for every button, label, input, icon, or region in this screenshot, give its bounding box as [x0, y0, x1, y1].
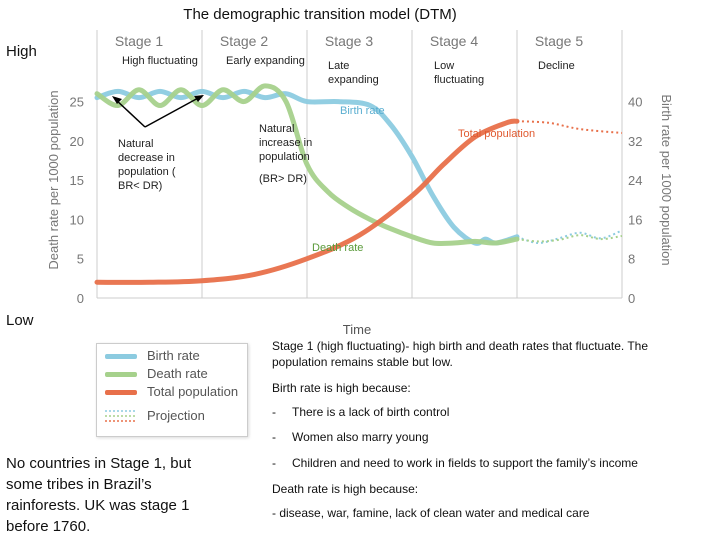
y-tick-right: 16 [628, 212, 642, 227]
y-tick-right: 32 [628, 134, 642, 149]
stage1-examples-note: No countries in Stage 1, but some tribes… [6, 455, 192, 535]
legend-label: Birth rate [147, 348, 200, 363]
series-line-total-population [94, 118, 520, 285]
annotation-low-fluctuating: Low fluctuating [434, 60, 485, 86]
reason-text: Women also marry young [292, 430, 429, 444]
annotation-natural-decrease: Natural decrease in population ( BR< DR) [118, 138, 176, 192]
reason-text: Children and need to work in fields to s… [292, 456, 638, 470]
arrowhead-right [194, 95, 204, 102]
stage1-description: Stage 1 (high fluctuating)- high birth a… [272, 339, 649, 369]
stage-label: Stage 2 [220, 33, 268, 49]
legend-label: Total population [147, 384, 239, 399]
reason-text: There is a lack of birth control [292, 405, 450, 419]
legend-swatch-total-population [105, 390, 137, 395]
annotation-high-fluctuating: High fluctuating [122, 55, 198, 67]
y-axis-label-left: Death rate per 1000 population [46, 90, 61, 269]
annotation-total-population: Total population [458, 128, 536, 140]
y-tick-right: 40 [628, 95, 642, 110]
y-tick-left: 0 [77, 291, 84, 306]
chart-grid [96, 30, 623, 299]
chart-ticks: Stage 1 Stage 2 Stage 3 Stage 4 Stage 5 0 5 10 1… [70, 33, 643, 306]
page-title: The demographic transition model (DTM) [183, 6, 457, 23]
legend-swatch-birth-rate [105, 354, 137, 359]
stage-label: Stage 4 [430, 33, 478, 49]
y-tick-left: 5 [77, 252, 84, 267]
birth-rate-heading: Birth rate is high because: [272, 381, 411, 395]
y-tick-left: 25 [70, 95, 84, 110]
y-tick-left: 15 [70, 173, 84, 188]
annotation-br-gt-dr: (BR> DR) [259, 173, 307, 185]
chart-legend: Birth rate Death rate Total population P… [96, 343, 248, 437]
stage-label: Stage 5 [535, 33, 583, 49]
series-line-death-rate [94, 83, 520, 247]
bullet: - [272, 456, 276, 470]
stage-label: Stage 1 [115, 33, 163, 49]
y-tick-right: 0 [628, 291, 635, 306]
chart-arrows [112, 95, 204, 128]
arrow-line-right [144, 96, 201, 128]
series-projection-birth-rate [516, 229, 623, 245]
legend-label: Projection [147, 408, 205, 423]
series-projection-death-rate [516, 234, 623, 243]
legend-swatch-death-rate [105, 372, 137, 377]
legend-swatch-projection [105, 410, 137, 422]
annotation-birth-rate: Birth rate [340, 105, 385, 117]
y-tick-left: 20 [70, 134, 84, 149]
legend-label: Death rate [147, 366, 208, 381]
arrow-line-left [114, 98, 146, 128]
annotation-late-expanding: Late expanding [328, 60, 379, 86]
annotation-death-rate: Death rate [312, 242, 364, 254]
low-label: Low [6, 312, 34, 329]
series-projection-total-population [516, 120, 623, 134]
high-label: High [6, 43, 37, 60]
annotation-early-expanding: Early expanding [226, 55, 305, 67]
death-rate-heading: Death rate is high because: [272, 482, 419, 496]
y-axis-label-right: Birth rate per 1000 population [659, 94, 674, 265]
chart-series [94, 83, 623, 285]
dtm-chart: Stage 1 Stage 2 Stage 3 Stage 4 Stage 5 0 5 10 1… [46, 30, 674, 337]
y-tick-left: 10 [70, 212, 84, 227]
arrowhead-left [112, 96, 122, 104]
bullet: - [272, 405, 276, 419]
annotation-natural-increase: Natural increase in population [259, 123, 313, 163]
x-axis-label: Time [343, 322, 371, 337]
y-tick-right: 24 [628, 173, 642, 188]
annotation-decline: Decline [538, 60, 575, 72]
y-tick-right: 8 [628, 252, 635, 267]
death-rate-reasons: - disease, war, famine, lack of clean wa… [272, 506, 590, 520]
bullet: - [272, 430, 276, 444]
stage-label: Stage 3 [325, 33, 373, 49]
